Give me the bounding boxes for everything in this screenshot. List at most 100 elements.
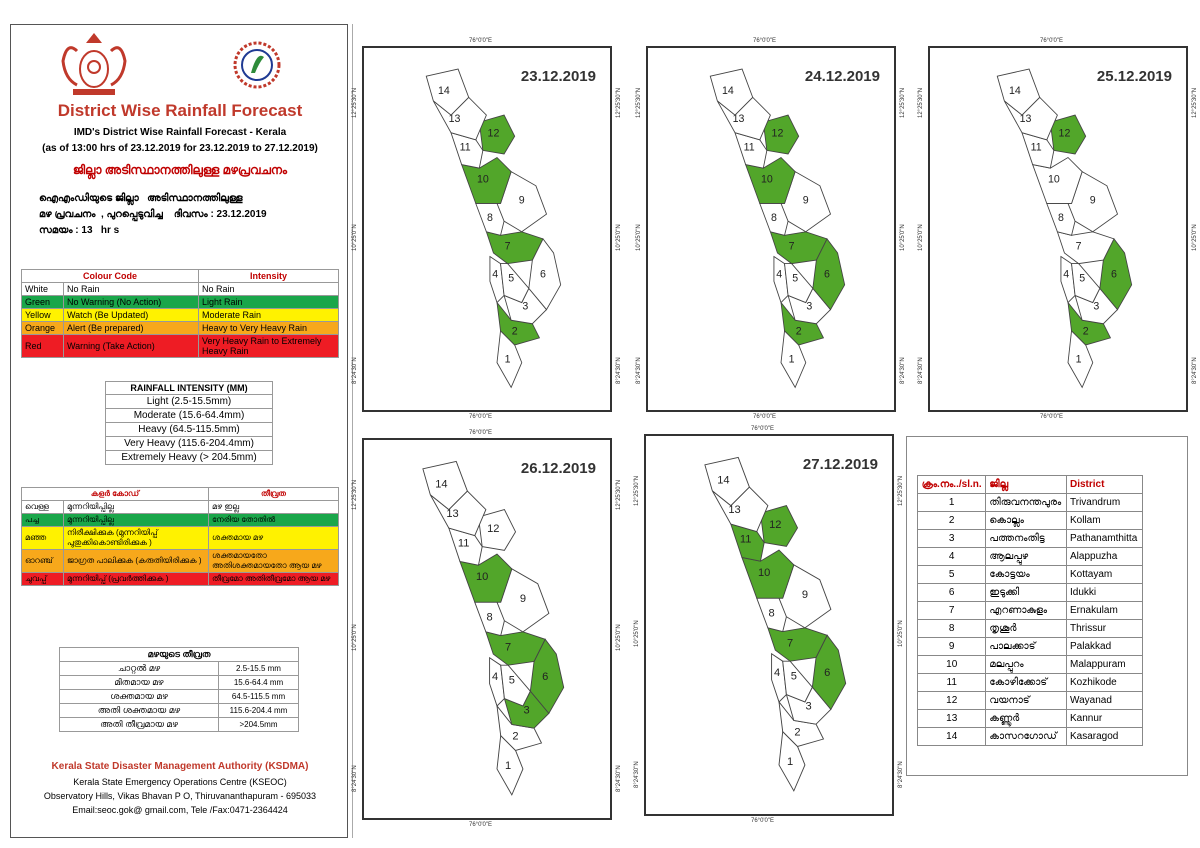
latitude-label-right: 10°25'0"N — [1192, 224, 1198, 251]
district-name: Trivandrum — [1066, 493, 1143, 512]
rainfall-row: Moderate (15.6-64.4mm) — [105, 408, 273, 423]
subtitle-dates: (as of 13:00 hrs of 23.12.2019 for 23.12… — [42, 143, 318, 154]
district-12 — [762, 114, 800, 155]
colour-intensity: Very Heavy Rain to Extremely Heavy Rain — [198, 334, 339, 358]
district-row: 4 ആലപ്പുഴ Alappuzha — [916, 547, 1143, 566]
latitude-label: 8°24'30"N — [636, 357, 642, 384]
panel-divider — [352, 24, 353, 838]
mal-colour-code: മുന്നറിയിപ്പില്ല — [63, 500, 209, 514]
district-label-10: 10 — [761, 173, 773, 185]
district-label-8: 8 — [771, 212, 777, 224]
district-row: 2 കൊല്ലം Kollam — [916, 511, 1143, 530]
district-4 — [773, 255, 789, 304]
district-4 — [771, 652, 787, 703]
district-label-13: 13 — [733, 113, 745, 125]
district-name-mal: ഇടുക്കി — [985, 583, 1067, 602]
district-label-11: 11 — [740, 534, 752, 546]
district-slno: 12 — [916, 691, 987, 710]
district-14 — [996, 68, 1041, 116]
district-12 — [477, 509, 517, 551]
district-name: Pathanamthitta — [1066, 529, 1143, 548]
district-name-mal: തിരുവനന്തപുരം — [985, 493, 1067, 512]
district-5 — [500, 664, 531, 707]
district-label-7: 7 — [789, 240, 795, 252]
district-name-mal: കോഴിക്കോട് — [985, 673, 1067, 692]
district-row: 14 കാസറഗോഡ് Kasaragod — [916, 727, 1143, 746]
district-label-2: 2 — [512, 325, 518, 337]
malayalam-title: ജില്ലാ അടിസ്ഥാനത്തിലുള്ള മഴപ്രവചനം — [72, 163, 288, 177]
district-name-mal: മലപ്പുറം — [985, 655, 1067, 674]
district-label-7: 7 — [1076, 240, 1082, 252]
rainfall-intensity-title: RAINFALL INTENSITY (MM) — [105, 381, 273, 395]
colour-code-row: Green No Warning (No Action) Light Rain — [21, 295, 339, 309]
district-4 — [489, 656, 505, 707]
district-slno: 14 — [916, 727, 987, 746]
district-label-3: 3 — [806, 301, 812, 313]
colour-name: Green — [21, 295, 64, 309]
district-label-5: 5 — [508, 272, 514, 284]
colour-code: Warning (Take Action) — [63, 334, 199, 358]
latitude-label: 8°24'30"N — [634, 761, 640, 788]
mal-colour-row: ചുവപ്പ് മുന്നറിയിപ്പ് (പ്രവർത്തിക്കുക ) … — [21, 572, 339, 586]
district-7 — [485, 231, 544, 265]
district-label-11: 11 — [744, 141, 755, 153]
map-date: 26.12.2019 — [520, 460, 596, 477]
district-label-7: 7 — [787, 637, 793, 649]
district-name-mal: ആലപ്പുഴ — [985, 547, 1067, 566]
colour-intensity: Heavy to Very Heavy Rain — [198, 321, 339, 335]
district-label-7: 7 — [505, 641, 511, 653]
district-row: 13 കണ്ണൂർ Kannur — [916, 709, 1143, 728]
malayalam-line-3: സമയം : 13 hr s — [39, 225, 120, 236]
district-row: 8 തൃശൂർ Thrissur — [916, 619, 1143, 638]
mal-intensity-row: ശക്തമായ മഴ 64.5-115.5 mm — [59, 689, 299, 704]
latitude-label-right: 8°24'30"N — [616, 765, 622, 792]
latitude-label-right: 10°25'0"N — [898, 620, 904, 647]
longitude-label-bottom: 76°0'0"E — [753, 414, 777, 420]
latitude-label-right: 10°25'0"N — [900, 224, 906, 251]
mal-colour-intensity: ശക്തമായ മഴ — [208, 526, 339, 550]
district-name: Ernakulam — [1066, 601, 1143, 620]
latitude-label: 12°25'30"N — [918, 87, 924, 118]
district-row: 7 എറണാകുളം Ernakulam — [916, 601, 1143, 620]
district-name-mal: കണ്ണൂർ — [985, 709, 1067, 728]
latitude-label: 10°25'0"N — [634, 620, 640, 647]
colour-code: No Warning (No Action) — [63, 295, 199, 309]
district-row: 1 തിരുവനന്തപുരം Trivandrum — [916, 493, 1143, 512]
latitude-label: 8°24'30"N — [352, 765, 358, 792]
district-label-5: 5 — [791, 671, 797, 683]
footer-line-3: Email:seoc.gok@ gmail.com, Tele /Fax:047… — [72, 805, 288, 815]
latitude-label-right: 12°25'30"N — [616, 87, 622, 118]
district-label-10: 10 — [476, 571, 488, 583]
mal-intensity-label: മിതമായ മഴ — [59, 675, 219, 690]
longitude-label-top: 76°0'0"E — [469, 430, 493, 436]
district-label-4: 4 — [492, 671, 498, 683]
district-label-11: 11 — [1031, 141, 1042, 153]
map-date: 23.12.2019 — [520, 68, 596, 85]
district-slno: 6 — [916, 583, 987, 602]
legend-header-district: District — [1066, 475, 1143, 494]
latitude-label: 12°25'30"N — [634, 475, 640, 506]
latitude-label: 10°25'0"N — [918, 224, 924, 251]
district-legend-frame: ക്രം.നം../sl.n. ജില്ല District 1 തിരുവനന… — [906, 436, 1188, 776]
mal-colour-name: വെള്ള — [21, 500, 64, 514]
district-name-mal: എറണാകുളം — [985, 601, 1067, 620]
district-label-10: 10 — [1048, 173, 1060, 185]
district-label-10: 10 — [758, 567, 770, 579]
district-4 — [1060, 255, 1076, 304]
district-name: Kozhikode — [1066, 673, 1143, 692]
district-5 — [500, 263, 530, 304]
district-7 — [767, 627, 828, 662]
district-slno: 8 — [916, 619, 987, 638]
mal-colour-code: മുന്നറിയിപ്പ് (പ്രവർത്തിക്കുക ) — [63, 572, 209, 586]
district-label-1: 1 — [787, 756, 793, 768]
district-label-2: 2 — [512, 730, 518, 742]
district-name-mal: കാസറഗോഡ് — [985, 727, 1067, 746]
latitude-label-right: 8°24'30"N — [616, 357, 622, 384]
mal-colour-row: മഞ്ഞ നിരീക്ഷിക്കുക (മുന്നറിയിപ്പ് പുതുക്… — [21, 526, 339, 550]
district-slno: 9 — [916, 637, 987, 656]
district-label-12: 12 — [487, 523, 499, 535]
district-14 — [425, 68, 470, 116]
mal-colour-name: ചുവപ്പ് — [21, 572, 64, 586]
district-row: 10 മലപ്പുറം Malappuram — [916, 655, 1143, 674]
latitude-label-right: 10°25'0"N — [616, 624, 622, 651]
